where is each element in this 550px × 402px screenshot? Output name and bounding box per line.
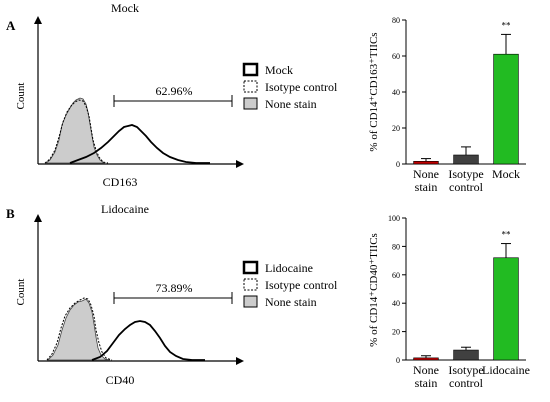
bar (413, 357, 439, 361)
category-label: control (449, 180, 484, 194)
legend-none-stain-swatch (243, 97, 258, 110)
y-tick-label: 20 (392, 328, 400, 337)
panel-a-legend: Mock Isotype control None stain (242, 62, 338, 111)
legend-sample-swatch (242, 260, 259, 275)
legend-isotype-swatch (243, 80, 258, 93)
category-label: stain (415, 180, 438, 194)
bar (493, 53, 519, 165)
legend-label: Isotype control (265, 278, 338, 292)
panel-b-gate-label: 73.89% (156, 281, 193, 295)
bar (453, 349, 479, 361)
panel-b-xlabel: CD40 (106, 373, 135, 387)
y-tick-label: 80 (392, 16, 400, 25)
category-label: Mock (492, 167, 520, 181)
panel-b-sample-histogram (91, 320, 205, 361)
y-tick-label: 60 (392, 271, 400, 280)
legend-label: Lidocaine (265, 261, 313, 275)
y-tick-label: 40 (392, 299, 400, 308)
y-tick-label: 40 (392, 88, 400, 97)
y-tick-label: 80 (392, 242, 400, 251)
panel-a-gate-label: 62.96% (156, 84, 193, 98)
bar-chart-bottom: 0 20 40 60 80 100 % of CD14⁺CD40⁺TIICs Nonestai… (368, 214, 530, 390)
legend-sample-swatch (242, 62, 259, 77)
y-axis-label: % of CD14⁺CD40⁺TIICs (368, 233, 380, 347)
panel-a-title: Mock (111, 1, 139, 15)
category-label: None (413, 167, 439, 181)
bar (493, 257, 519, 361)
y-tick-label: 0 (396, 160, 400, 169)
y-tick-label: 100 (388, 214, 400, 223)
panel-a-histogram: A Mock Count CD163 62.96% (6, 1, 244, 189)
significance-label: ** (502, 230, 512, 240)
bar (453, 154, 479, 165)
bar (413, 161, 439, 165)
panel-a-none-stain-histogram (44, 97, 106, 164)
category-label: Isotype (448, 167, 483, 181)
panel-a-xlabel: CD163 (103, 175, 138, 189)
legend-label: None stain (265, 97, 317, 111)
panel-b-ylabel: Count (15, 279, 27, 306)
legend-label: Mock (265, 63, 293, 77)
panel-b-title: Lidocaine (101, 202, 149, 216)
category-label: None (413, 363, 439, 377)
panel-b-histogram: B Lidocaine Count CD40 73.89% (6, 202, 244, 387)
category-label: Isotype (448, 363, 483, 377)
legend-label: Isotype control (265, 80, 338, 94)
y-axis-label: % of CD14⁺CD163⁺TIICs (368, 32, 380, 151)
panel-a-sample-histogram (69, 124, 210, 164)
panel-b-legend: Lidocaine Isotype control None stain (242, 260, 338, 309)
y-tick-label: 0 (396, 356, 400, 365)
category-label: Lidocaine (482, 363, 530, 377)
legend-isotype-swatch (243, 278, 258, 291)
legend-label: None stain (265, 295, 317, 309)
y-tick-label: 20 (392, 124, 400, 133)
panel-b-isotype-histogram (46, 297, 113, 361)
panel-b-none-stain-histogram (47, 298, 111, 361)
legend-none-stain-swatch (243, 295, 258, 308)
y-tick-label: 60 (392, 52, 400, 61)
panel-a-ylabel: Count (15, 83, 27, 110)
category-label: control (449, 376, 484, 390)
category-label: stain (415, 376, 438, 390)
panel-a-letter: A (6, 18, 16, 33)
panel-b-letter: B (6, 206, 15, 221)
significance-label: ** (502, 20, 512, 30)
